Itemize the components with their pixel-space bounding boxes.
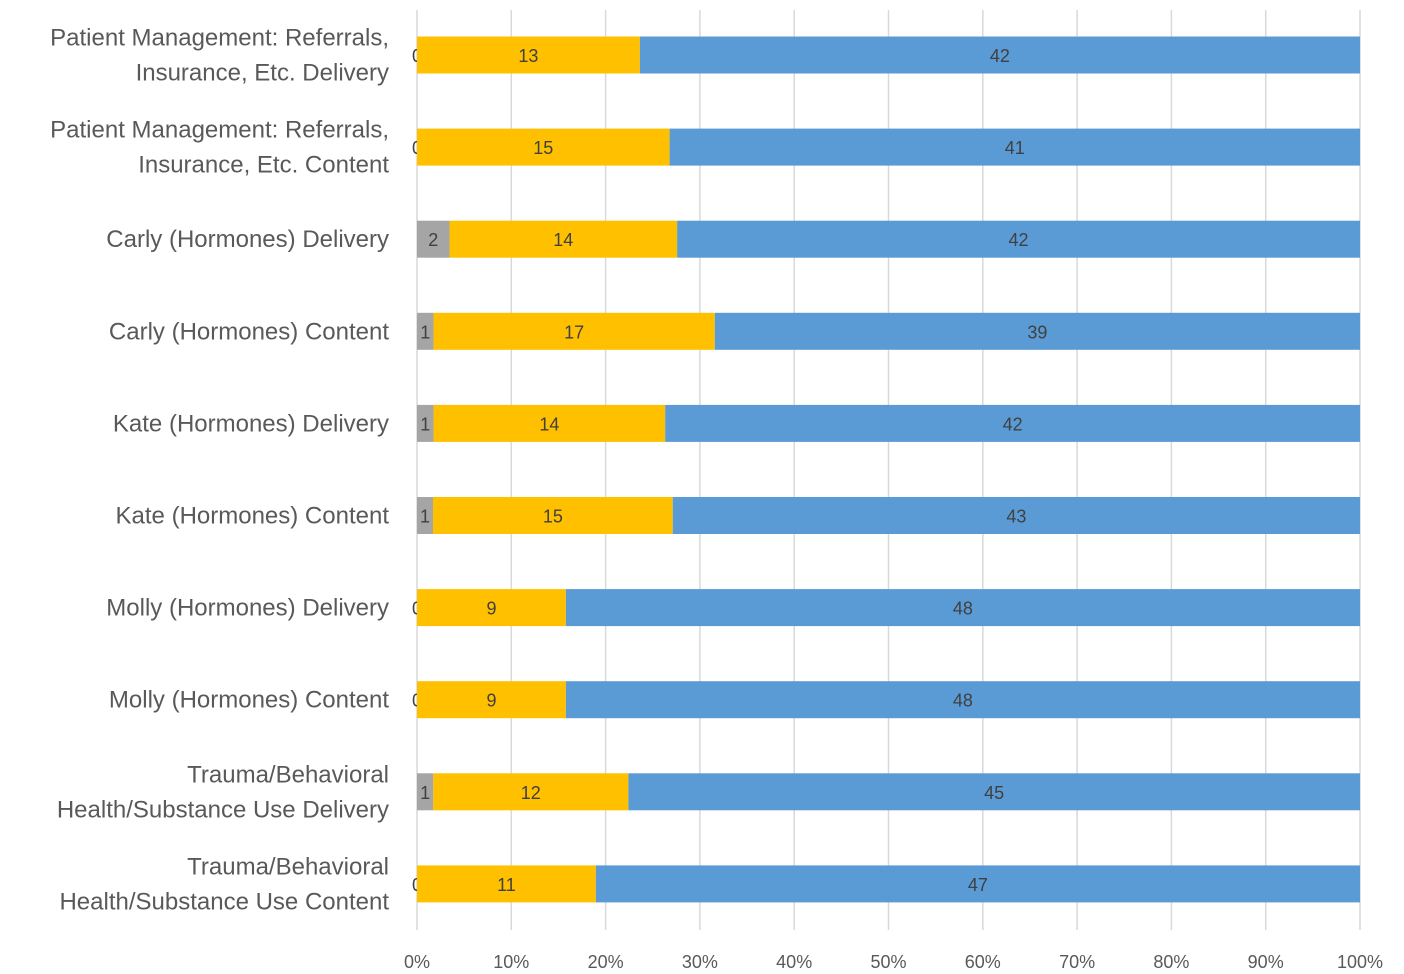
bar-segment xyxy=(565,681,1360,719)
x-tick-label: 90% xyxy=(1248,952,1284,972)
data-label: 13 xyxy=(518,46,538,66)
data-label: 12 xyxy=(521,783,541,803)
bar-segment xyxy=(417,128,670,166)
category-label: Carly (Hormones) Content xyxy=(109,318,389,345)
data-label: 48 xyxy=(953,691,973,711)
bar-segment xyxy=(433,312,715,350)
bar-segment xyxy=(672,497,1360,534)
bar-segment xyxy=(433,773,629,811)
data-label: 45 xyxy=(984,783,1004,803)
data-label: 42 xyxy=(1003,414,1023,434)
x-tick-label: 40% xyxy=(776,952,812,972)
bar-segment xyxy=(417,865,596,903)
bar-segment xyxy=(417,773,434,811)
category-label-line: Health/Substance Use Content xyxy=(59,888,389,915)
category-label: Patient Management: Referrals, Insurance,… xyxy=(50,25,389,87)
x-tick-label: 50% xyxy=(870,952,906,972)
data-label: 1 xyxy=(420,507,430,527)
bar-segment xyxy=(417,220,450,258)
bar-segment xyxy=(714,312,1360,350)
category-label-line: Patient Management: Referrals, xyxy=(50,117,389,144)
bar-segment xyxy=(433,404,666,442)
bar-segment xyxy=(417,497,433,534)
bar-segment xyxy=(417,36,640,74)
data-label: 42 xyxy=(1009,230,1029,250)
bar-segment xyxy=(628,773,1360,811)
bar-segment xyxy=(432,497,673,534)
category-label-line: Patient Management: Referrals, xyxy=(50,25,389,52)
category-label-line: Carly (Hormones) Delivery xyxy=(106,226,389,253)
category-label-line: Molly (Hormones) Delivery xyxy=(106,595,389,622)
bar-segment xyxy=(639,36,1360,74)
category-label-line: Carly (Hormones) Content xyxy=(109,318,389,345)
x-tick-label: 60% xyxy=(965,952,1001,972)
bar-segment xyxy=(417,312,434,350)
data-label: 2 xyxy=(428,230,438,250)
data-label: 15 xyxy=(533,138,553,158)
category-label-line: Trauma/Behavioral xyxy=(187,853,389,880)
data-label: 9 xyxy=(486,691,496,711)
data-label: 41 xyxy=(1005,138,1025,158)
data-label: 11 xyxy=(497,875,516,895)
category-label: Kate (Hormones) Delivery xyxy=(113,410,389,437)
bar-segment xyxy=(669,128,1360,166)
bar-segment xyxy=(677,220,1360,258)
data-label: 39 xyxy=(1027,322,1047,342)
data-label: 47 xyxy=(968,875,988,895)
x-tick-label: 20% xyxy=(588,952,624,972)
category-label-line: Kate (Hormones) Delivery xyxy=(113,410,389,437)
category-label-line: Trauma/Behavioral xyxy=(187,761,389,788)
category-label: Patient Management: Referrals, Insurance,… xyxy=(50,117,389,179)
data-label: 14 xyxy=(553,230,573,250)
x-tick-label: 70% xyxy=(1059,952,1095,972)
bar-segment xyxy=(417,404,434,442)
bar-segment xyxy=(595,865,1360,903)
bar-segment xyxy=(417,589,566,627)
category-label-line: Insurance, Etc. Delivery xyxy=(136,60,389,87)
x-tick-label: 0% xyxy=(404,952,430,972)
bar-segment xyxy=(665,404,1360,442)
x-tick-label: 80% xyxy=(1153,952,1189,972)
data-label: 9 xyxy=(486,599,496,619)
data-label: 1 xyxy=(420,322,430,342)
data-label: 42 xyxy=(990,46,1010,66)
data-label: 17 xyxy=(564,322,584,342)
category-label: Trauma/Behavioral Health/Substance Use Co… xyxy=(59,853,389,915)
category-label: Trauma/Behavioral Health/Substance Use De… xyxy=(57,761,389,823)
data-label: 1 xyxy=(420,414,430,434)
category-label-line: Molly (Hormones) Content xyxy=(109,687,389,714)
x-tick-label: 100% xyxy=(1337,952,1383,972)
bar-segment xyxy=(417,681,566,719)
data-label: 1 xyxy=(420,783,430,803)
x-tick-label: 30% xyxy=(682,952,718,972)
data-label: 14 xyxy=(539,414,559,434)
bar-segment xyxy=(449,220,678,258)
x-tick-label: 10% xyxy=(493,952,529,972)
data-label: 15 xyxy=(543,507,563,527)
bar-segment xyxy=(565,589,1360,627)
category-label-line: Insurance, Etc. Content xyxy=(138,152,389,179)
category-label: Kate (Hormones) Content xyxy=(116,503,390,530)
category-label: Molly (Hormones) Content xyxy=(109,687,389,714)
data-label: 43 xyxy=(1006,507,1026,527)
category-label-line: Kate (Hormones) Content xyxy=(116,503,390,530)
category-label-line: Health/Substance Use Delivery xyxy=(57,796,389,823)
category-label: Molly (Hormones) Delivery xyxy=(106,595,389,622)
data-label: 48 xyxy=(953,599,973,619)
category-label: Carly (Hormones) Delivery xyxy=(106,226,389,253)
